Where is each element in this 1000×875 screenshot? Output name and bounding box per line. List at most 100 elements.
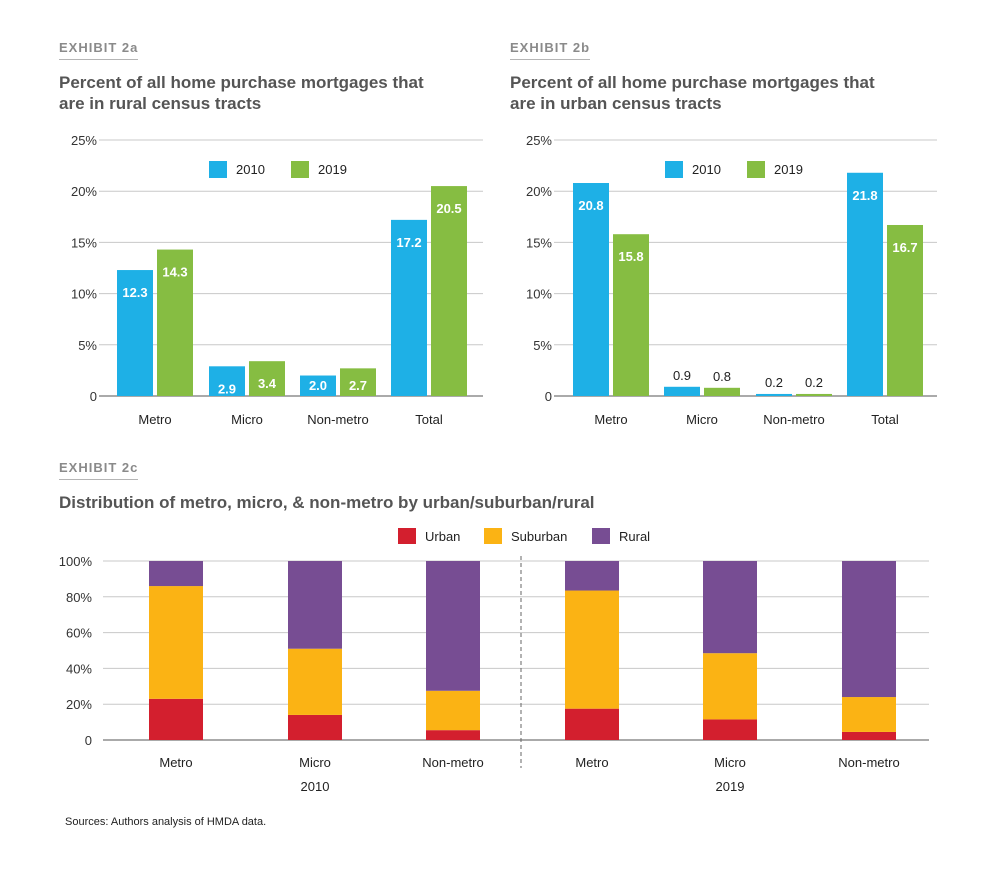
chart-2a-legend-swatch <box>209 161 227 178</box>
chart-2c-ytick-label: 100% <box>59 554 93 569</box>
chart-2a-data-label: 3.4 <box>258 376 277 391</box>
chart-2a-bar <box>117 270 153 396</box>
chart-2a-ytick-label: 0 <box>90 389 97 404</box>
chart-2b-legend-swatch <box>665 161 683 178</box>
chart-2b-xtick-label: Metro <box>594 412 627 427</box>
exhibit-2a-label: EXHIBIT 2a <box>59 40 139 60</box>
chart-2a-ytick-label: 10% <box>71 287 97 302</box>
chart-2c-ytick-label: 80% <box>66 590 92 605</box>
chart-2a-xtick-label: Non-metro <box>307 412 368 427</box>
chart-2b-data-label: 0.2 <box>805 375 823 390</box>
chart-2c-ytick-label: 0 <box>85 733 92 748</box>
chart-2a-legend-label: 2019 <box>318 162 347 177</box>
chart-2a-data-label: 20.5 <box>436 201 461 216</box>
chart-2c-ytick-label: 40% <box>66 661 92 676</box>
chart-2c-bar-segment <box>565 561 619 591</box>
chart-2b-data-label: 0.8 <box>713 369 731 384</box>
chart-2a-bar <box>209 366 245 396</box>
chart-2c-bar-segment <box>288 561 342 649</box>
chart-2c-bar-segment <box>703 561 757 654</box>
chart-2b-bar <box>704 387 740 396</box>
chart-2c-legend-swatch <box>592 528 610 544</box>
chart-2b-ytick-label: 20% <box>526 184 552 199</box>
chart-2a-data-label: 2.7 <box>349 378 367 393</box>
chart-2a-data-label: 2.0 <box>309 378 327 393</box>
chart-2b-ytick-label: 5% <box>533 338 552 353</box>
chart-2b-ytick-label: 0 <box>545 389 552 404</box>
chart-2c-xtick-label: Metro <box>575 755 608 770</box>
chart-2a-bar <box>157 249 193 396</box>
chart-2c-ytick-label: 20% <box>66 697 92 712</box>
chart-2a-bar <box>391 219 427 396</box>
chart-2c-bar-segment <box>426 561 480 691</box>
chart-2b-xtick-label: Total <box>871 412 899 427</box>
chart-2a-bar <box>340 368 376 396</box>
chart-2b-data-label: 20.8 <box>578 198 603 213</box>
chart-2a-legend-swatch <box>291 161 309 178</box>
chart-2c-bar-segment <box>842 561 896 698</box>
chart-2a-ytick-label: 20% <box>71 184 97 199</box>
chart-2c-legend-swatch <box>398 528 416 544</box>
chart-2a-bar <box>300 375 336 396</box>
chart-2b-data-label: 0.2 <box>765 375 783 390</box>
chart-2c-bar-segment <box>703 719 757 740</box>
exhibit-2c-label: EXHIBIT 2c <box>59 460 139 480</box>
chart-2b-bar <box>613 234 649 396</box>
chart-2b-data-label: 16.7 <box>892 240 917 255</box>
chart-2c-ytick-label: 60% <box>66 626 92 641</box>
chart-2c-title: Distribution of metro, micro, & non-metr… <box>59 493 595 512</box>
chart-2a-ytick-label: 5% <box>78 338 97 353</box>
chart-2b-legend-label: 2010 <box>692 162 721 177</box>
chart-2b-ytick-label: 25% <box>526 133 552 148</box>
chart-2b-data-label: 21.8 <box>852 188 877 203</box>
chart-2b-legend-label: 2019 <box>774 162 803 177</box>
chart-2a-ytick-label: 25% <box>71 133 97 148</box>
chart-2a-data-label: 12.3 <box>122 285 147 300</box>
chart-2b-data-label: 0.9 <box>673 368 691 383</box>
chart-2c-bar-segment <box>426 730 480 740</box>
chart-2b-ytick-label: 15% <box>526 235 552 250</box>
chart-2a-bar <box>431 186 467 396</box>
chart-2b-bar <box>573 183 609 396</box>
chart-2c-xtick-label: Non-metro <box>422 755 483 770</box>
chart-2c-legend-label: Rural <box>619 529 650 544</box>
chart-2c-bar-segment <box>703 653 757 720</box>
chart-2b-data-label: 15.8 <box>618 249 643 264</box>
chart-2c-xtick-label: Non-metro <box>838 755 899 770</box>
source-note: Sources: Authors analysis of HMDA data. <box>65 816 267 828</box>
chart-2b-legend-swatch <box>747 161 765 178</box>
chart-2c-bar-segment <box>149 698 203 740</box>
chart-2a-data-label: 17.2 <box>396 235 421 250</box>
chart-2c-bar-segment <box>149 561 203 587</box>
chart-2b-ytick-label: 10% <box>526 287 552 302</box>
chart-2a-xtick-label: Micro <box>231 412 263 427</box>
chart-2b-bar <box>664 386 700 396</box>
chart-2c-xtick-label: Micro <box>299 755 331 770</box>
chart-2c-xtick-label: Metro <box>159 755 192 770</box>
chart-2c-bar-segment <box>426 690 480 731</box>
chart-2b-xtick-label: Micro <box>686 412 718 427</box>
chart-2c-xtick-label: Micro <box>714 755 746 770</box>
chart-2c-bar-segment <box>149 586 203 699</box>
chart-2b-bar <box>756 393 792 396</box>
chart-2b-title: Percent of all home purchase mortgages t… <box>510 73 875 113</box>
chart-2c-group-label: 2010 <box>301 779 330 794</box>
chart-2c-bar-segment <box>842 731 896 740</box>
chart-2a-bar <box>249 361 285 396</box>
chart-2b-xtick-label: Non-metro <box>763 412 824 427</box>
chart-2a-title: Percent of all home purchase mortgages t… <box>59 73 424 113</box>
chart-2c-legend-label: Urban <box>425 529 460 544</box>
chart-2b-bar <box>847 172 883 396</box>
chart-2a-legend-label: 2010 <box>236 162 265 177</box>
chart-2a-data-label: 2.9 <box>218 381 236 396</box>
chart-2a-ytick-label: 15% <box>71 235 97 250</box>
chart-2c-group-label: 2019 <box>716 779 745 794</box>
chart-2c-legend-swatch <box>484 528 502 544</box>
chart-2c-bar-segment <box>288 714 342 740</box>
chart-2c-bar-segment <box>842 697 896 732</box>
chart-2c-bar-segment <box>565 590 619 709</box>
chart-2a-xtick-label: Total <box>415 412 443 427</box>
exhibit-2b-label: EXHIBIT 2b <box>510 40 591 60</box>
chart-2c-bar-segment <box>565 708 619 740</box>
